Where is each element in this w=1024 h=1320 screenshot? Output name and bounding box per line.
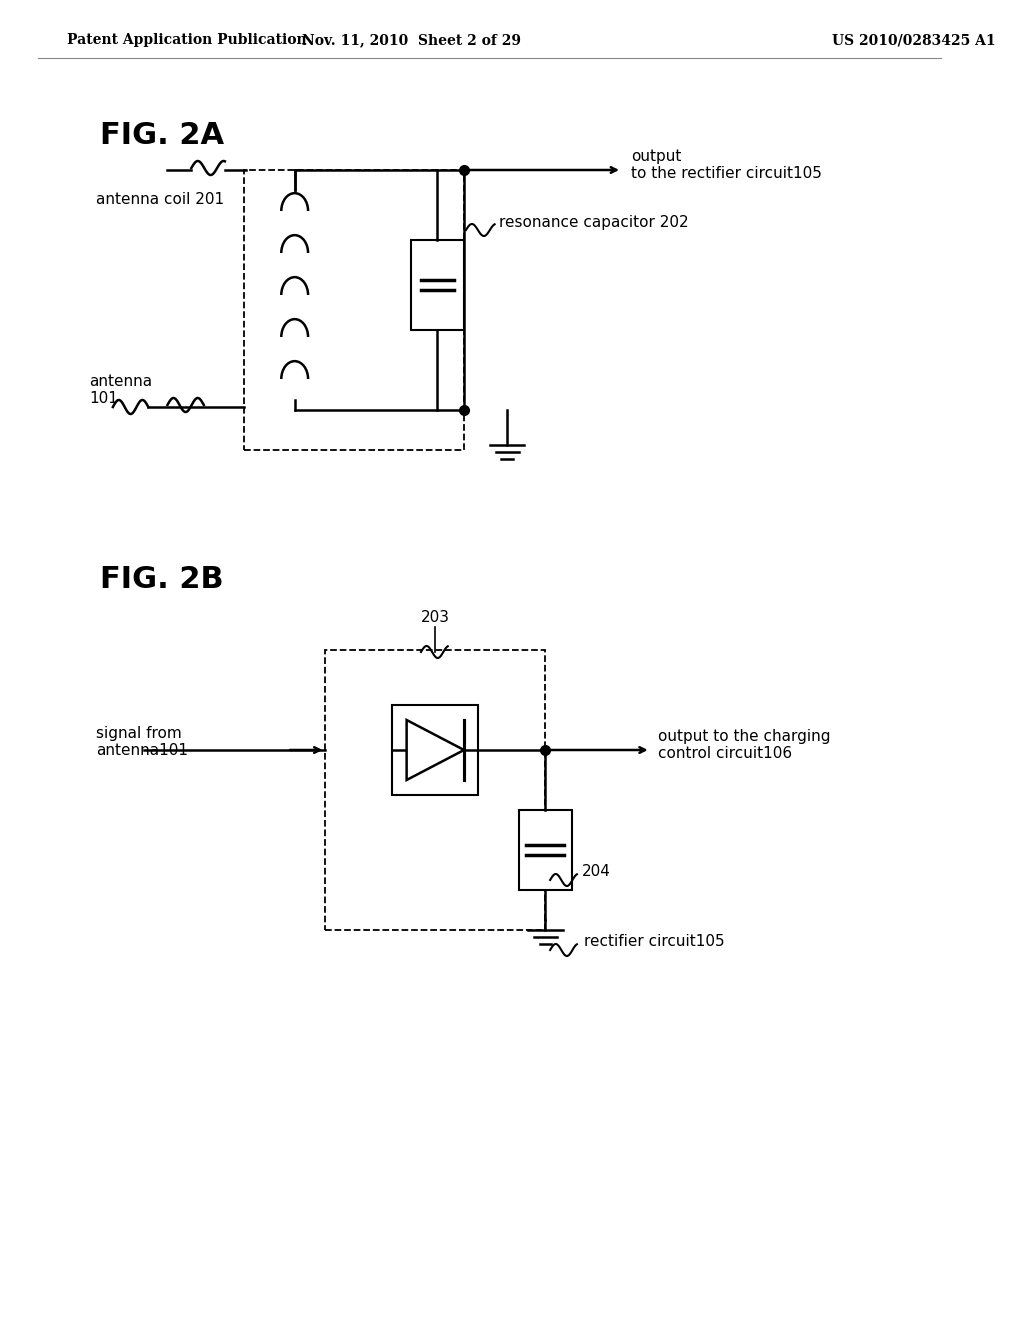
FancyBboxPatch shape (392, 705, 478, 795)
Text: Patent Application Publication: Patent Application Publication (67, 33, 306, 48)
Text: 204: 204 (582, 865, 610, 879)
Text: antenna
101: antenna 101 (89, 374, 153, 407)
Text: FIG. 2B: FIG. 2B (100, 565, 224, 594)
Polygon shape (407, 719, 464, 780)
Text: output
to the rectifier circuit105: output to the rectifier circuit105 (632, 149, 822, 181)
Polygon shape (407, 719, 464, 780)
Text: FIG. 2A: FIG. 2A (100, 120, 224, 149)
Text: output to the charging
control circuit106: output to the charging control circuit10… (658, 729, 830, 762)
Text: rectifier circuit105: rectifier circuit105 (584, 935, 724, 949)
FancyBboxPatch shape (518, 810, 572, 890)
FancyBboxPatch shape (412, 240, 464, 330)
Text: US 2010/0283425 A1: US 2010/0283425 A1 (833, 33, 996, 48)
Text: antenna coil 201: antenna coil 201 (95, 193, 224, 207)
Text: Nov. 11, 2010  Sheet 2 of 29: Nov. 11, 2010 Sheet 2 of 29 (302, 33, 521, 48)
Text: resonance capacitor 202: resonance capacitor 202 (500, 214, 689, 230)
Text: signal from
antenna101: signal from antenna101 (95, 726, 187, 758)
Text: 203: 203 (421, 610, 450, 624)
